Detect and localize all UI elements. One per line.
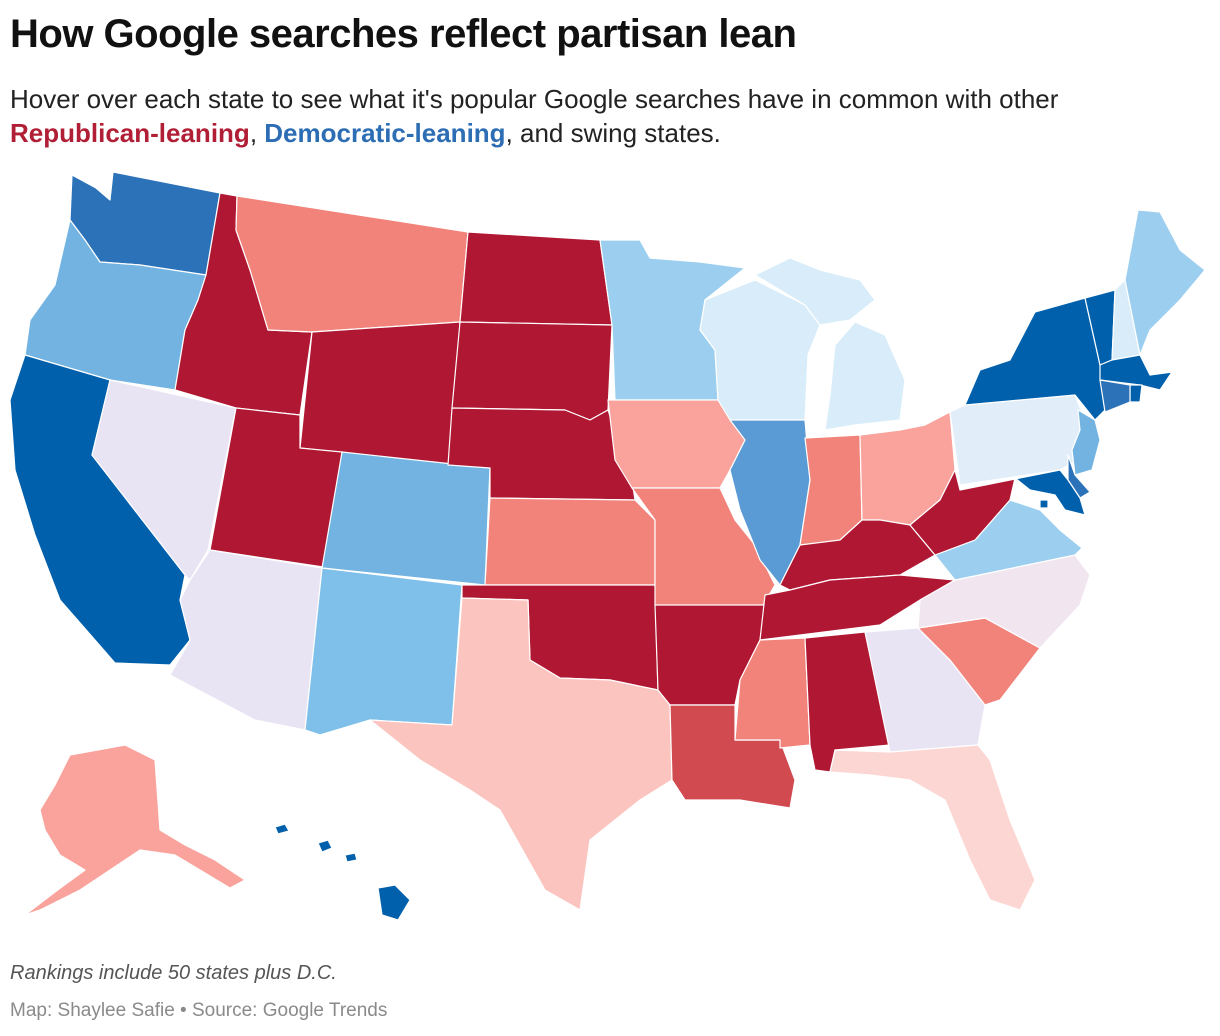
- chart-title: How Google searches reflect partisan lea…: [10, 12, 797, 56]
- state-SD[interactable]: [451, 321, 613, 421]
- state-WY[interactable]: [299, 321, 461, 466]
- subtitle-suffix: , and swing states.: [505, 118, 721, 148]
- state-FL[interactable]: [829, 744, 1036, 911]
- subtitle-separator: ,: [249, 118, 265, 148]
- chart-subtitle: Hover over each state to see what it's p…: [10, 82, 1210, 150]
- state-MD[interactable]: [984, 469, 1086, 516]
- state-NM[interactable]: [304, 567, 463, 736]
- republican-leaning-label: Republican-leaning: [10, 118, 250, 148]
- state-HI[interactable]: [274, 823, 411, 921]
- state-AK[interactable]: [24, 744, 246, 916]
- state-IA[interactable]: [607, 399, 746, 489]
- us-states-map: [9, 171, 1206, 921]
- rankings-note: Rankings include 50 states plus D.C.: [10, 962, 337, 984]
- state-AZ[interactable]: [169, 549, 323, 731]
- state-ME[interactable]: [1124, 209, 1206, 356]
- source-byline: Map: Shaylee Safie • Source: Google Tren…: [10, 1000, 388, 1021]
- state-CT[interactable]: [1099, 379, 1131, 413]
- state-MI[interactable]: [754, 257, 906, 431]
- subtitle-prefix: Hover over each state to see what it's p…: [10, 84, 1059, 114]
- state-PA[interactable]: [949, 394, 1086, 486]
- state-KS[interactable]: [484, 497, 656, 586]
- state-NJ[interactable]: [1071, 409, 1101, 476]
- state-ND[interactable]: [459, 231, 613, 326]
- democratic-leaning-label: Democratic-leaning: [264, 118, 506, 148]
- state-LA[interactable]: [669, 704, 796, 809]
- state-RI[interactable]: [1129, 384, 1143, 403]
- state-MO[interactable]: [631, 487, 776, 611]
- state-DC[interactable]: [1039, 499, 1049, 509]
- state-TX[interactable]: [369, 597, 673, 911]
- state-CO[interactable]: [321, 451, 491, 586]
- state-MT[interactable]: [235, 195, 469, 333]
